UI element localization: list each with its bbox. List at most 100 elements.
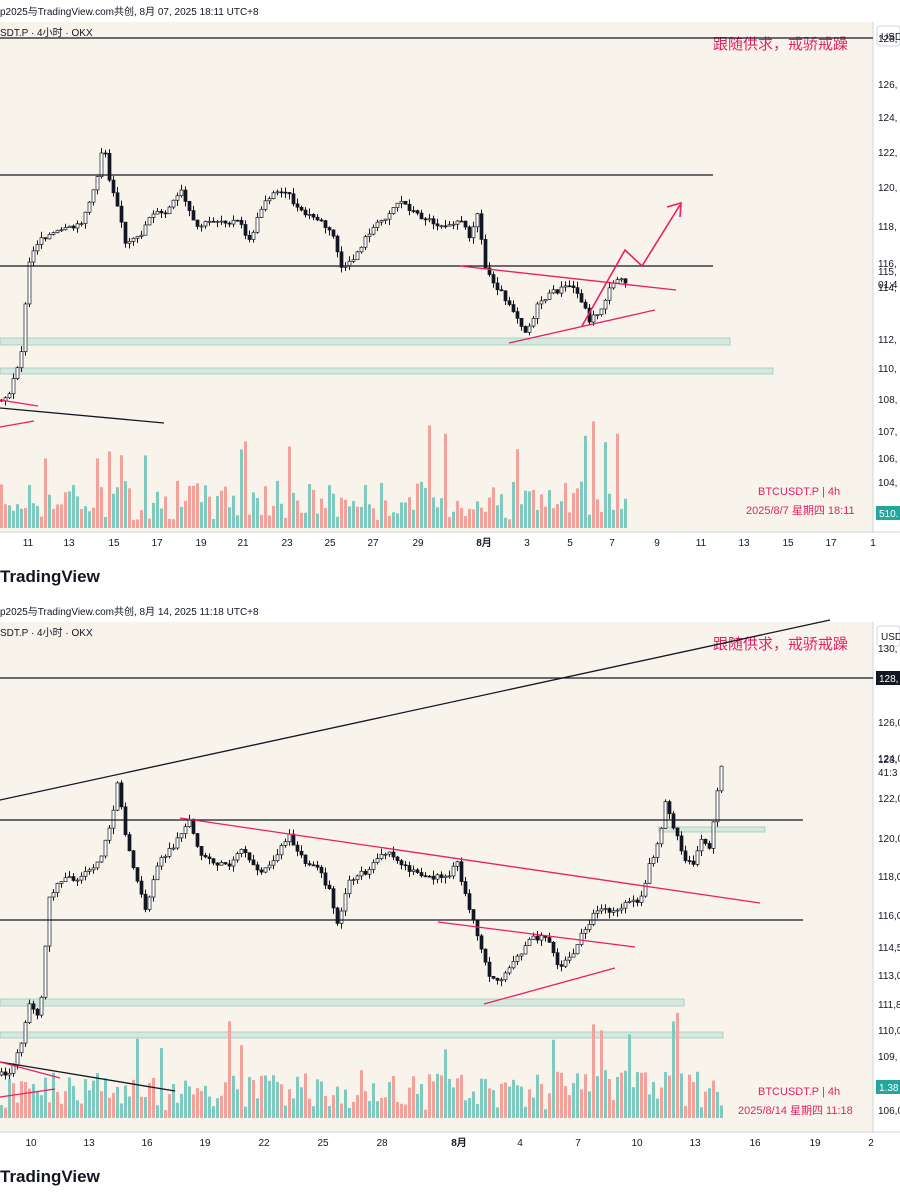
volume-bar <box>420 1084 423 1118</box>
volume-bar <box>376 519 379 528</box>
volume-bar <box>384 1097 387 1118</box>
volume-bar <box>464 1100 467 1118</box>
volume-bar <box>472 1091 475 1118</box>
candle-body <box>527 938 532 946</box>
volume-bar <box>444 433 447 528</box>
candle-body <box>51 892 56 898</box>
candle-body <box>519 953 524 957</box>
candle-body <box>67 876 72 879</box>
date-tick-label: 17 <box>825 538 837 549</box>
candle-body <box>491 976 496 979</box>
candle-body <box>47 233 52 240</box>
candle-body <box>395 202 400 208</box>
chart-svg-1[interactable]: p2025与TradingView.com共创, 8月 07, 2025 18:… <box>0 0 900 600</box>
trend-line <box>0 407 165 424</box>
candle-body <box>11 378 16 395</box>
currency-button[interactable] <box>876 25 900 47</box>
volume-bar <box>284 517 287 528</box>
volume-bar <box>112 1092 115 1118</box>
candle-body <box>243 224 248 236</box>
arrow-head-icon <box>666 201 682 218</box>
candle-body <box>423 875 428 878</box>
candle-body <box>623 902 628 909</box>
candle-body <box>267 864 272 869</box>
candle-body <box>479 935 484 950</box>
volume-bar <box>124 481 127 528</box>
candle-body <box>303 854 308 864</box>
volume-badge <box>876 1080 900 1094</box>
volume-bar <box>592 1024 595 1118</box>
candle-body <box>343 893 348 912</box>
volume-bar <box>496 505 499 528</box>
candle-body <box>251 859 256 866</box>
volume-bar <box>292 492 295 528</box>
volume-bar <box>604 442 607 528</box>
volume-bar <box>200 1090 203 1118</box>
candle-body <box>323 872 328 886</box>
volume-bar <box>328 1106 331 1118</box>
candle-body <box>239 848 244 854</box>
candle-body <box>443 225 448 228</box>
date-tick-label: 22 <box>258 1138 270 1149</box>
candle-body <box>503 972 508 981</box>
price-tick-label: 124,0 <box>878 754 900 765</box>
candle-body <box>19 1042 24 1054</box>
price-tick-label: 109, <box>878 1052 897 1063</box>
candle-body <box>511 304 516 312</box>
candle-body <box>675 827 680 837</box>
volume-bar <box>40 1095 43 1118</box>
plot-area[interactable] <box>0 22 873 532</box>
candle-body <box>607 908 612 913</box>
volume-bar <box>260 1075 263 1118</box>
candle-body <box>679 835 684 852</box>
support-zone <box>0 1031 724 1039</box>
volume-bar <box>704 1091 707 1118</box>
currency-button[interactable] <box>876 625 900 647</box>
candle-body <box>227 863 232 867</box>
volume-bar <box>448 1078 451 1118</box>
volume-bar <box>720 1105 723 1118</box>
last-price-label: 115, <box>878 267 897 278</box>
volume-bar <box>4 504 7 528</box>
date-tick-label: 16 <box>749 1138 761 1149</box>
candle-body <box>183 826 188 835</box>
volume-bar <box>504 1082 507 1118</box>
volume-bar <box>604 1070 607 1118</box>
candle-body <box>491 274 496 284</box>
candle-body <box>287 833 292 843</box>
currency-label: USD <box>881 632 900 643</box>
candle-body <box>39 237 44 245</box>
candle-body <box>407 865 412 872</box>
candle-body <box>667 801 672 815</box>
volume-bar <box>16 504 19 528</box>
date-ticks: 10 13 16 19 22 25 28 8月 4 7 10 13 16 19 2 <box>25 1137 874 1149</box>
volume-bar <box>572 493 575 528</box>
candle-body <box>683 850 688 861</box>
date-tick-label: 13 <box>83 1138 95 1149</box>
price-tick-label: 116,0 <box>878 911 900 922</box>
date-tick-label: 5 <box>567 538 573 549</box>
candle-body <box>39 996 44 1016</box>
volume-bar <box>460 1074 463 1118</box>
support-zones <box>0 337 774 375</box>
chart-caption: 跟随供求，戒骄戒躁 <box>713 36 848 53</box>
candle-body <box>103 152 108 155</box>
candle-body <box>359 870 364 877</box>
candle-body <box>95 861 100 869</box>
candle-body <box>211 858 216 864</box>
candle-body <box>203 221 208 227</box>
volume-bar <box>168 518 171 528</box>
candle-body <box>91 867 96 871</box>
candle-body <box>143 224 148 236</box>
date-tick-label: 19 <box>809 1138 821 1149</box>
price-tick-label: 110, <box>878 364 897 375</box>
candle-body <box>395 856 400 862</box>
candle-body <box>575 287 580 294</box>
date-tick-label: 17 <box>151 538 163 549</box>
volume-bar <box>384 500 387 528</box>
candle-body <box>99 855 104 863</box>
volume-bar <box>536 1074 539 1118</box>
chart-svg-2[interactable]: p2025与TradingView.com共创, 8月 14, 2025 11:… <box>0 600 900 1200</box>
candle-body <box>123 806 128 835</box>
volume-bar <box>544 506 547 528</box>
